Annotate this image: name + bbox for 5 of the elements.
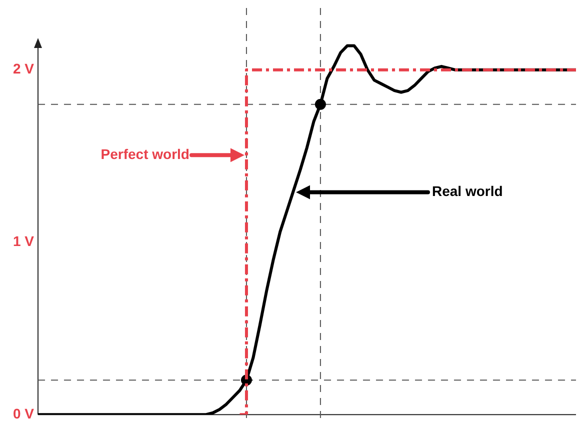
annotation: Perfect world — [100, 146, 190, 162]
y-tick-label: 2 V — [12, 60, 35, 77]
y-tick-label: 1 V — [12, 233, 35, 250]
annotation: Real world — [432, 182, 503, 199]
y-tick-label: 0 V — [12, 405, 35, 422]
